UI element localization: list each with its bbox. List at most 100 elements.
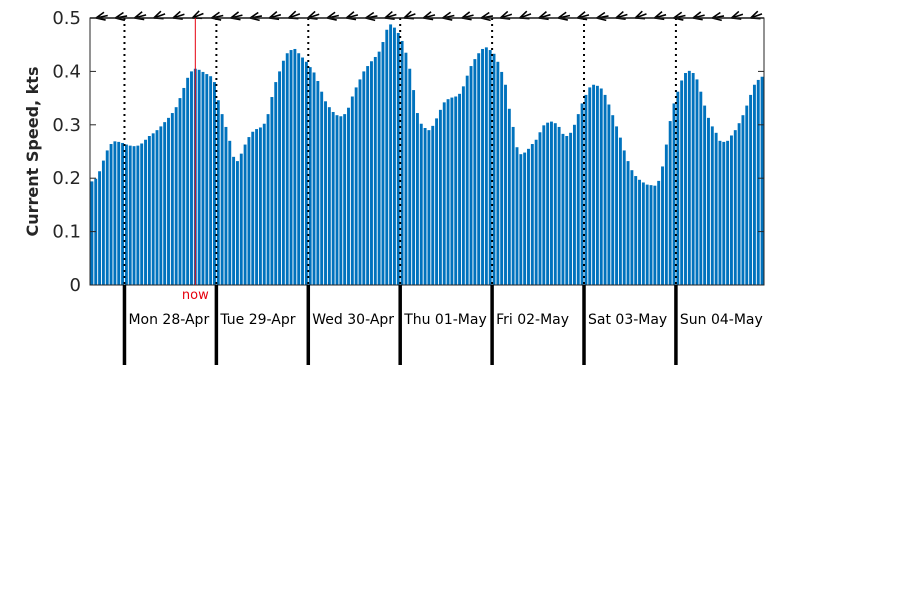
- day-axis: Mon 28-Apr Tue 29-Apr Wed 30-Apr Thu 01-May…: [122, 285, 763, 365]
- direction-arrow: [268, 11, 282, 21]
- direction-arrow: [230, 11, 243, 21]
- speed-bar: [412, 90, 416, 285]
- speed-bar: [622, 150, 626, 285]
- speed-bar: [301, 57, 304, 285]
- speed-bar: [695, 79, 699, 285]
- direction-arrow: [422, 11, 436, 21]
- arrow-head: [345, 11, 359, 21]
- speed-bar: [626, 161, 630, 285]
- day-label: Mon 28-Apr: [128, 312, 209, 328]
- speed-bar: [251, 131, 255, 285]
- speed-bar: [676, 91, 680, 285]
- speed-bar: [101, 160, 105, 285]
- speed-bar: [500, 71, 504, 286]
- speed-bar: [358, 79, 362, 285]
- direction-arrow: [730, 10, 744, 20]
- arrow-head: [307, 10, 320, 20]
- speed-bar: [714, 132, 718, 285]
- speed-bar: [415, 113, 419, 285]
- speed-bar: [641, 182, 645, 285]
- speed-bar: [515, 147, 519, 285]
- speed-bar: [661, 166, 664, 285]
- speed-bar: [653, 185, 657, 285]
- arrow-head: [499, 10, 513, 20]
- speed-bar: [699, 91, 703, 285]
- speed-bar: [98, 171, 102, 285]
- speed-bar: [569, 132, 573, 285]
- speed-bar: [580, 103, 584, 285]
- speed-bar: [205, 74, 209, 285]
- direction-arrow: [95, 11, 108, 21]
- speed-bar: [465, 75, 469, 285]
- speed-bar: [408, 68, 412, 285]
- speed-bar: [446, 99, 450, 285]
- arrow-head: [365, 11, 378, 22]
- direction-arrow: [480, 11, 494, 22]
- speed-bar: [760, 76, 764, 286]
- direction-arrow: [172, 10, 185, 20]
- speed-bar: [209, 76, 213, 286]
- speed-bar: [592, 84, 596, 285]
- speed-bar: [557, 126, 561, 285]
- speed-bar: [105, 150, 109, 285]
- speed-bar: [324, 101, 327, 285]
- direction-arrow: [288, 10, 301, 20]
- speed-bar: [308, 67, 312, 285]
- direction-arrow: [499, 10, 513, 20]
- speed-bar: [668, 121, 672, 285]
- direction-arrow: [365, 11, 378, 22]
- speed-bar: [584, 94, 588, 286]
- speed-bar: [151, 133, 155, 285]
- direction-arrow: [191, 10, 204, 20]
- speed-bar: [243, 144, 247, 285]
- direction-arrow: [750, 10, 763, 20]
- arrow-head: [692, 11, 705, 21]
- speed-bar: [113, 141, 117, 285]
- speed-bar: [599, 88, 603, 286]
- speed-bar: [235, 161, 239, 285]
- speed-bar: [258, 127, 262, 285]
- speed-bar: [144, 139, 147, 285]
- speed-bar: [603, 94, 607, 286]
- speed-bar: [454, 96, 458, 285]
- speed-bar: [297, 53, 301, 285]
- speed-bar: [576, 114, 580, 286]
- speed-bar: [435, 118, 439, 285]
- speed-bar: [488, 50, 492, 285]
- direction-arrow: [557, 11, 571, 21]
- speed-bar: [461, 86, 465, 285]
- speed-bar: [507, 108, 511, 285]
- speed-bar: [136, 145, 140, 285]
- arrow-head: [95, 11, 108, 21]
- speed-bar: [377, 51, 381, 285]
- arrow-head: [191, 10, 204, 20]
- speed-bar: [726, 140, 730, 285]
- speed-bar: [729, 135, 733, 285]
- arrow-head: [403, 10, 416, 20]
- direction-arrow: [576, 11, 590, 21]
- speed-bar: [343, 114, 347, 286]
- speed-bar: [316, 81, 320, 285]
- speed-bar: [481, 48, 484, 285]
- arrow-head: [480, 11, 494, 22]
- direction-arrow: [211, 11, 224, 21]
- speed-bar: [438, 109, 442, 285]
- speed-bar: [638, 179, 641, 285]
- speed-bar: [155, 130, 159, 285]
- arrow-head: [211, 11, 224, 21]
- speed-bar: [312, 72, 316, 285]
- arrow-head: [153, 10, 166, 20]
- speed-bar: [331, 111, 335, 285]
- speed-bar: [385, 29, 389, 285]
- speed-bar: [213, 82, 216, 285]
- speed-bar: [90, 181, 94, 285]
- speed-bar: [749, 94, 753, 286]
- speed-bar: [174, 107, 178, 286]
- bar-series: [90, 24, 764, 286]
- speed-bar: [534, 139, 538, 285]
- speed-bar: [239, 153, 243, 285]
- speed-bar: [672, 103, 676, 285]
- speed-bar: [170, 113, 174, 285]
- y-tick-label: 0.2: [52, 168, 81, 189]
- speed-bar: [733, 130, 737, 285]
